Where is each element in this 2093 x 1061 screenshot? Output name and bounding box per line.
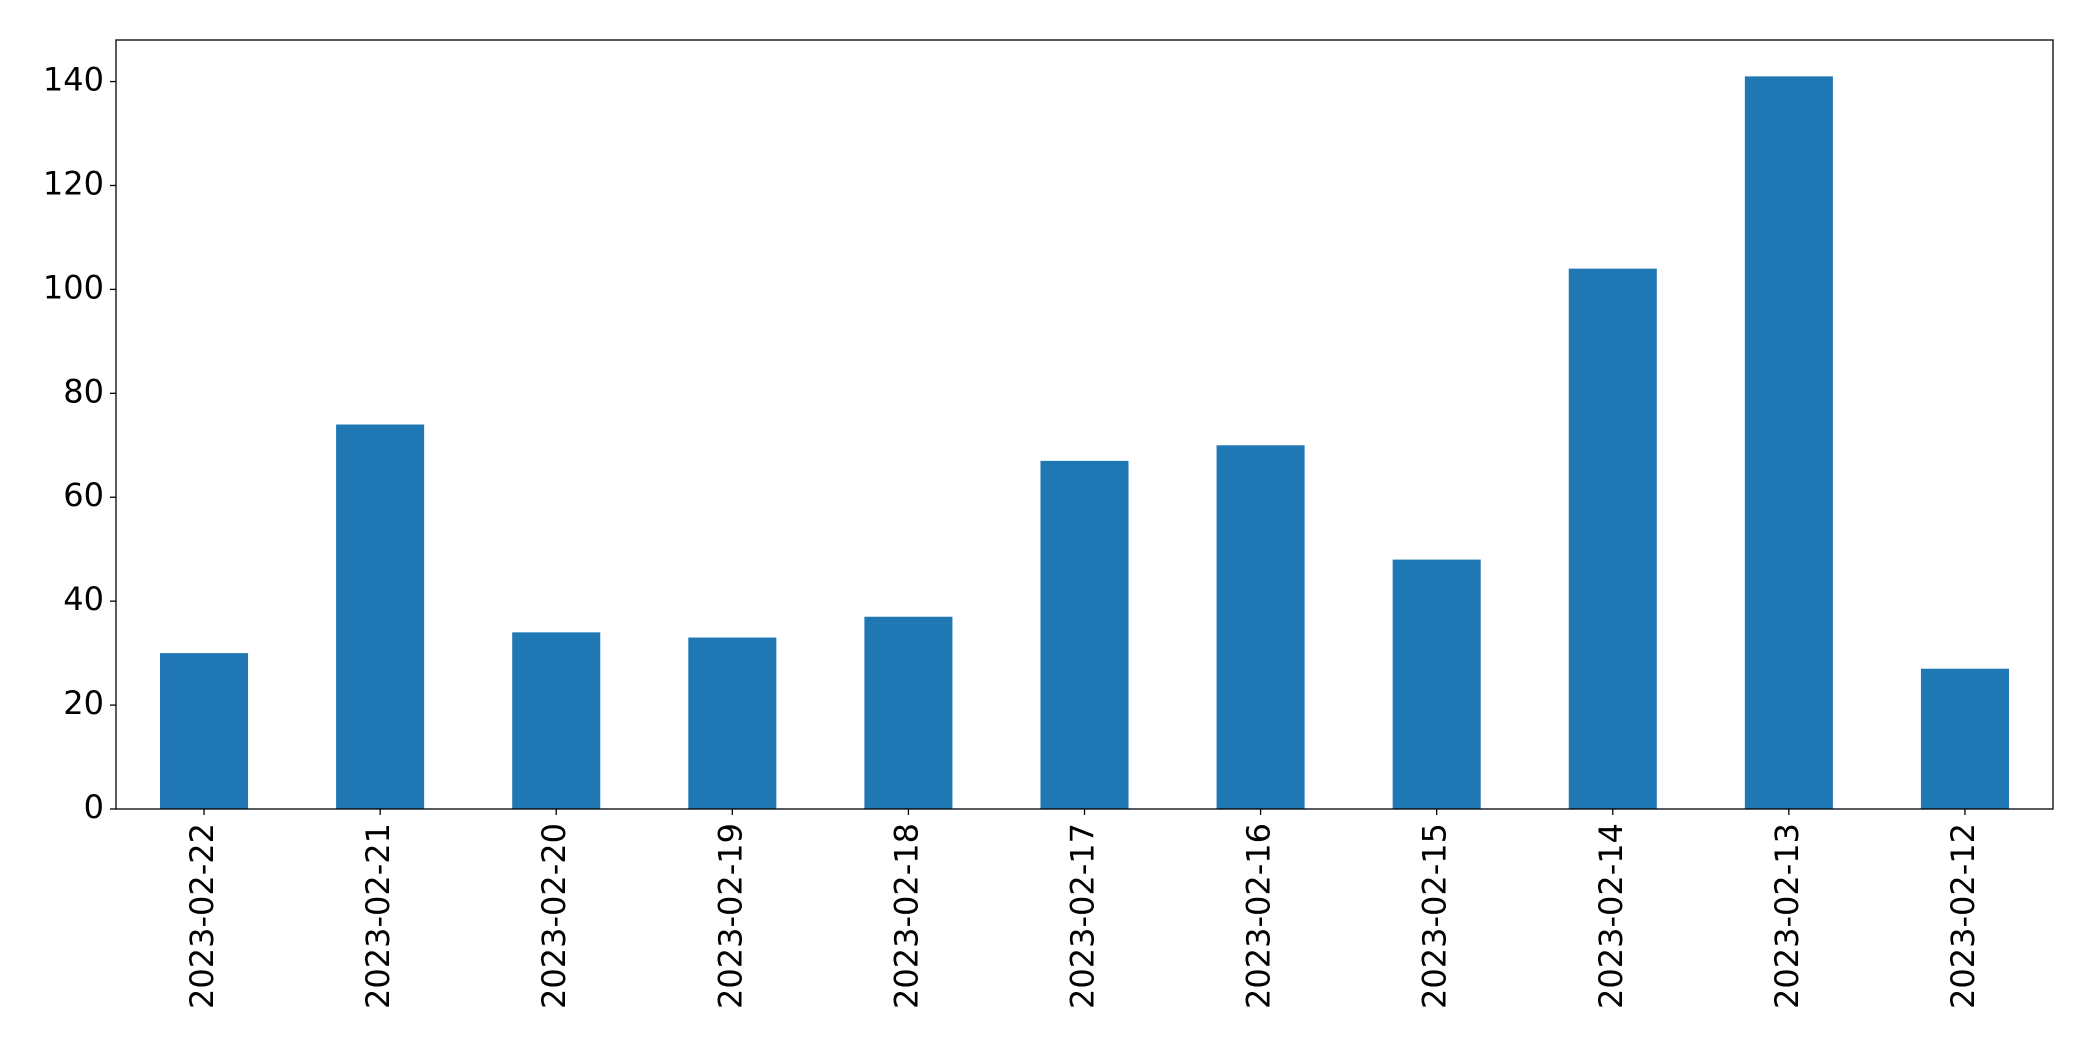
x-tick-label: 2023-02-14 [1592,823,1630,1009]
y-tick-label: 60 [63,476,104,514]
x-tick-label: 2023-02-22 [183,823,221,1009]
y-tick-label: 120 [43,164,104,202]
x-tick-label: 2023-02-12 [1944,823,1982,1009]
y-tick-label: 80 [63,372,104,410]
y-tick-label: 40 [63,580,104,618]
plot-frame [115,39,2054,810]
bar [1392,559,1481,809]
bar [1568,268,1657,810]
y-tick-label: 0 [84,788,104,826]
x-tick-label: 2023-02-17 [1064,823,1102,1009]
x-tick-label: 2023-02-13 [1768,823,1806,1009]
bar [688,637,777,809]
bar [336,424,425,809]
y-tick-label: 140 [43,61,104,99]
x-tick-label: 2023-02-20 [535,823,573,1009]
x-tick-label: 2023-02-19 [711,823,749,1009]
bar [1216,445,1305,809]
y-tick-label: 20 [63,684,104,722]
x-tick-label: 2023-02-15 [1416,823,1454,1009]
x-tick-label: 2023-02-16 [1240,823,1278,1009]
bar [864,616,953,809]
x-tick-label: 2023-02-18 [887,823,925,1009]
bar [512,632,601,809]
y-tick-label: 100 [43,268,104,306]
bar [160,653,249,809]
bar [1920,668,2009,809]
x-tick-label: 2023-02-21 [359,823,397,1009]
bar [1040,460,1129,809]
bar [1744,76,1833,809]
